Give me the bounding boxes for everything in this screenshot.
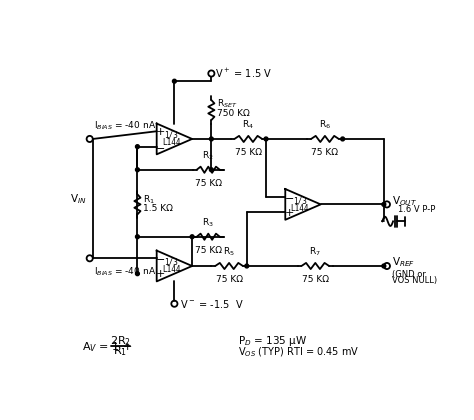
Text: R$_5$: R$_5$ <box>223 246 235 258</box>
Text: $-$: $-$ <box>155 142 165 152</box>
Text: $+$: $+$ <box>284 207 294 218</box>
Circle shape <box>210 168 213 172</box>
Text: R$_4$: R$_4$ <box>242 119 255 131</box>
Circle shape <box>136 168 139 172</box>
Text: $-$: $-$ <box>155 253 165 263</box>
Text: 75 KΩ: 75 KΩ <box>216 275 243 284</box>
Circle shape <box>264 137 268 141</box>
Circle shape <box>382 264 386 268</box>
Text: V$_{OS}$ (TYP) RTI = 0.45 mV: V$_{OS}$ (TYP) RTI = 0.45 mV <box>237 345 359 359</box>
Circle shape <box>341 137 345 141</box>
Circle shape <box>136 145 139 149</box>
Circle shape <box>210 137 213 141</box>
Text: $-$: $-$ <box>284 192 294 202</box>
Text: R$_7$: R$_7$ <box>310 246 321 258</box>
Text: 1/3: 1/3 <box>164 257 178 267</box>
Text: 75 KΩ: 75 KΩ <box>235 148 262 157</box>
Circle shape <box>136 272 139 276</box>
Text: I$_{BIAS}$ = -40 nA: I$_{BIAS}$ = -40 nA <box>94 266 156 278</box>
Circle shape <box>136 235 139 239</box>
Text: I$_{BIAS}$ = -40 nA: I$_{BIAS}$ = -40 nA <box>94 120 156 132</box>
Text: R$_{SET}$: R$_{SET}$ <box>217 98 237 110</box>
Text: L144: L144 <box>162 138 181 147</box>
Text: R$_1$: R$_1$ <box>143 194 155 206</box>
Text: R$_6$: R$_6$ <box>319 119 331 131</box>
Circle shape <box>190 235 194 239</box>
Text: 750 KΩ: 750 KΩ <box>217 109 249 118</box>
Text: V$_{OUT}$: V$_{OUT}$ <box>392 194 417 208</box>
Text: 2R$_2$: 2R$_2$ <box>110 335 131 348</box>
Text: 75 KΩ: 75 KΩ <box>302 275 329 284</box>
Text: $+$: $+$ <box>155 268 165 279</box>
Text: 1.6 V P-P: 1.6 V P-P <box>399 205 436 214</box>
Text: L144: L144 <box>162 265 181 274</box>
Text: R$_2$: R$_2$ <box>202 150 214 162</box>
Text: 75 KΩ: 75 KΩ <box>195 246 222 255</box>
Text: 1.5 KΩ: 1.5 KΩ <box>143 204 173 213</box>
Text: 1/3: 1/3 <box>164 131 178 139</box>
Text: A$_V$ = 1 +: A$_V$ = 1 + <box>82 340 133 354</box>
Text: V$^+$ = 1.5 V: V$^+$ = 1.5 V <box>215 67 272 80</box>
Text: V$_{REF}$: V$_{REF}$ <box>392 255 415 269</box>
Text: 1/3: 1/3 <box>293 196 307 205</box>
Text: $+$: $+$ <box>155 126 165 137</box>
Text: 75 KΩ: 75 KΩ <box>195 179 222 188</box>
Text: 75 KΩ: 75 KΩ <box>311 148 338 157</box>
Text: R$_1$: R$_1$ <box>113 344 128 357</box>
Circle shape <box>382 202 386 206</box>
Text: V$_{IN}$: V$_{IN}$ <box>70 192 87 205</box>
Text: P$_D$ = 135 μW: P$_D$ = 135 μW <box>237 334 307 349</box>
Text: (GND or: (GND or <box>392 270 425 279</box>
Text: L144: L144 <box>291 204 309 213</box>
Circle shape <box>245 264 249 268</box>
Text: VOS NULL): VOS NULL) <box>392 276 437 285</box>
Text: R$_3$: R$_3$ <box>202 217 214 229</box>
Text: V$^-$ = -1.5  V: V$^-$ = -1.5 V <box>180 298 244 310</box>
Circle shape <box>173 79 176 83</box>
